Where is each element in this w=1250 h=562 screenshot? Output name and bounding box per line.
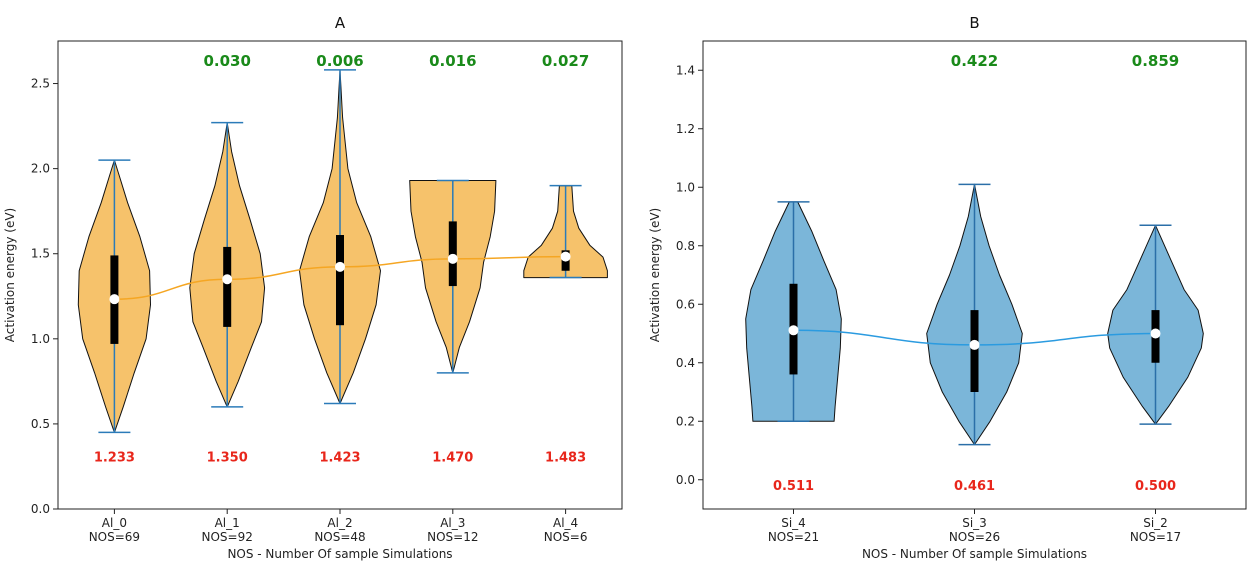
iqr-box bbox=[223, 246, 232, 327]
mean-point bbox=[560, 251, 571, 262]
x-tick-label: Si_4 bbox=[781, 516, 806, 530]
x-axis-label: NOS - Number Of sample Simulations bbox=[862, 547, 1087, 561]
y-tick-label: 0.2 bbox=[676, 414, 695, 428]
mean-value-label: 0.511 bbox=[773, 479, 814, 494]
mean-value-label: 1.470 bbox=[432, 450, 473, 465]
x-tick-nos-label: NOS=17 bbox=[1130, 530, 1181, 544]
y-tick-label: 1.2 bbox=[676, 122, 695, 136]
mean-value-label: 1.483 bbox=[545, 450, 586, 465]
p-value-label: 0.006 bbox=[316, 52, 363, 70]
y-axis-label: Activation energy (eV) bbox=[648, 208, 662, 342]
mean-value-label: 1.423 bbox=[319, 450, 360, 465]
x-tick-label: Al_3 bbox=[440, 516, 465, 530]
x-tick-label: Al_2 bbox=[327, 516, 352, 530]
p-value-label: 0.016 bbox=[429, 52, 476, 70]
x-tick-nos-label: NOS=48 bbox=[314, 530, 365, 544]
mean-point bbox=[1150, 328, 1161, 339]
y-axis-label: Activation energy (eV) bbox=[3, 208, 17, 342]
mean-point bbox=[447, 253, 458, 264]
p-value-label: 0.422 bbox=[951, 52, 998, 70]
x-tick-nos-label: NOS=12 bbox=[427, 530, 478, 544]
x-tick-nos-label: NOS=21 bbox=[768, 530, 819, 544]
mean-value-label: 0.500 bbox=[1135, 479, 1176, 494]
y-tick-label: 0.8 bbox=[676, 239, 695, 253]
mean-value-label: 1.350 bbox=[207, 450, 248, 465]
x-tick-label: Al_4 bbox=[553, 516, 578, 530]
y-tick-label: 1.0 bbox=[676, 180, 695, 194]
y-tick-label: 1.5 bbox=[31, 247, 50, 261]
iqr-box bbox=[970, 310, 979, 392]
iqr-box bbox=[448, 221, 457, 287]
y-tick-label: 2.5 bbox=[31, 77, 50, 91]
p-value-label: 0.030 bbox=[203, 52, 250, 70]
y-tick-label: 0.0 bbox=[676, 473, 695, 487]
y-tick-label: 0.0 bbox=[31, 502, 50, 516]
p-value-label: 0.859 bbox=[1132, 52, 1179, 70]
x-tick-label: Al_0 bbox=[102, 516, 127, 530]
mean-point bbox=[335, 261, 345, 272]
y-tick-label: 2.0 bbox=[31, 162, 50, 176]
mean-point bbox=[969, 339, 980, 350]
y-tick-label: 1.4 bbox=[676, 63, 695, 77]
panel-a: A 0.0 0.5 1.0 1.5 2.0 2.5 Activation energy (eV… bbox=[3, 14, 623, 561]
mean-value-label: 1.233 bbox=[94, 450, 135, 465]
y-tick-label: 1.0 bbox=[31, 332, 50, 346]
panel-b: B 0.0 0.2 0.4 0.6 0.8 1.0 1.2 1.4 Activation ener… bbox=[648, 14, 1247, 561]
x-tick-nos-label: NOS=26 bbox=[949, 530, 1000, 544]
chart-title: B bbox=[969, 14, 979, 32]
mean-value-label: 0.461 bbox=[954, 479, 995, 494]
iqr-box bbox=[336, 235, 344, 326]
x-tick-label: Si_2 bbox=[1143, 516, 1168, 530]
y-tick-label: 0.6 bbox=[676, 297, 695, 311]
x-tick-label: Al_1 bbox=[215, 516, 240, 530]
y-tick-label: 0.4 bbox=[676, 356, 695, 370]
x-tick-nos-label: NOS=6 bbox=[544, 530, 588, 544]
x-tick-nos-label: NOS=69 bbox=[89, 530, 140, 544]
mean-point bbox=[788, 325, 799, 336]
x-tick-label: Si_3 bbox=[962, 516, 987, 530]
y-tick-label: 0.5 bbox=[31, 417, 50, 431]
x-axis-label: NOS - Number Of sample Simulations bbox=[227, 547, 452, 561]
p-value-label: 0.027 bbox=[542, 52, 589, 70]
x-tick-nos-label: NOS=92 bbox=[202, 530, 253, 544]
mean-point bbox=[222, 274, 233, 285]
chart-title: A bbox=[335, 14, 346, 32]
mean-point bbox=[109, 294, 120, 305]
